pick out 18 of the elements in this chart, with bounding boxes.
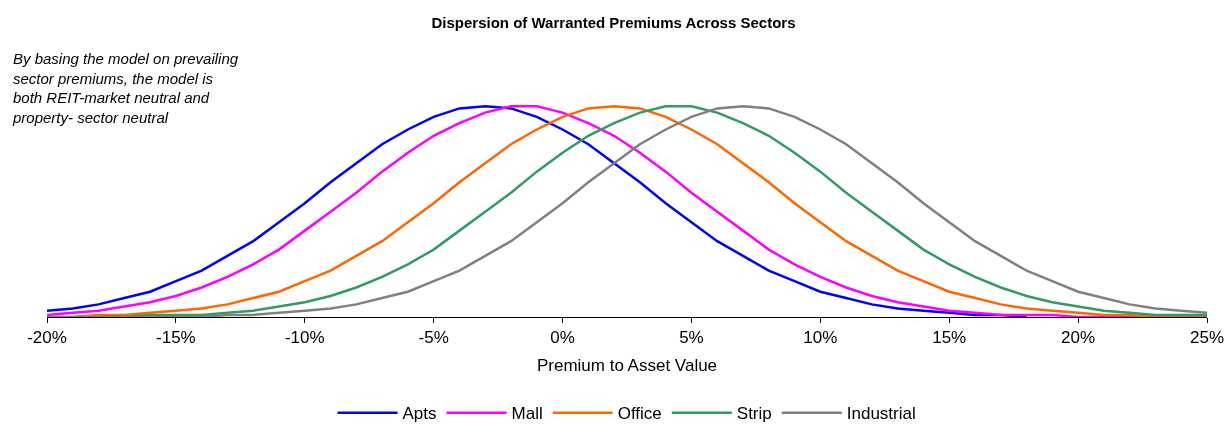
x-tick-label: -15% — [156, 328, 196, 348]
x-tick-label: 10% — [803, 328, 838, 348]
legend-label: Industrial — [846, 404, 916, 424]
x-axis-title: Premium to Asset Value — [536, 355, 718, 375]
legend-label: Office — [617, 404, 662, 424]
x-tick-label: -20% — [27, 328, 67, 348]
annotation: By basing the model on prevailing sector premiums, the model is both REIT-market neutral and property- sector neutral — [12, 50, 239, 126]
legend-label: Mall — [511, 404, 543, 424]
x-tick-label: 15% — [932, 328, 967, 348]
x-tick-label: 20% — [1061, 328, 1096, 348]
x-tick-label: 0% — [550, 328, 575, 348]
x-tick-label: -10% — [284, 328, 325, 348]
x-tick-label: 25% — [1189, 328, 1225, 348]
x-tick-label: 5% — [679, 328, 704, 348]
chart-title: Dispersion of Warranted Premiums Across Sectors — [431, 14, 796, 32]
legend-label: Strip — [736, 404, 772, 424]
x-tick-label: -5% — [418, 328, 449, 348]
legend-label: Apts — [402, 404, 437, 424]
